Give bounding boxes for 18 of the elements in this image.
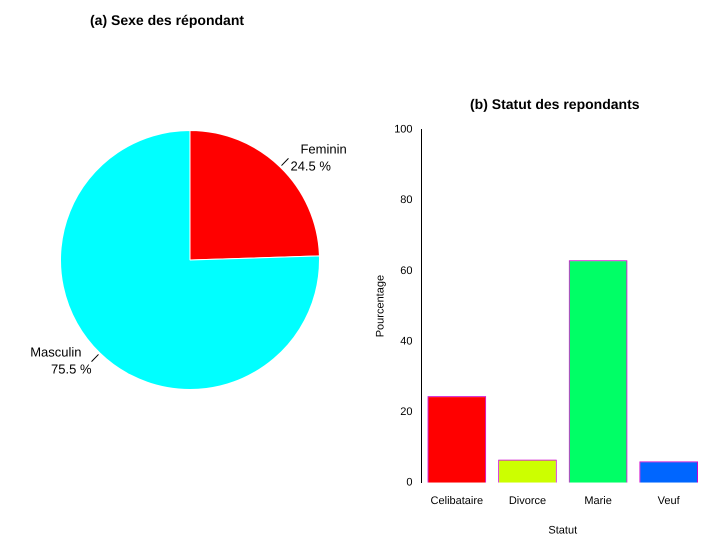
y-tick-label: 60	[400, 264, 413, 277]
y-axis-title: Pourcentage	[374, 274, 387, 338]
x-tick-label: Celibataire	[430, 495, 484, 508]
x-tick-label: Divorce	[508, 495, 546, 508]
slice-label: Feminin	[300, 141, 347, 156]
x-tick-label: Marie	[584, 495, 612, 508]
y-tick-label: 0	[406, 476, 413, 489]
y-tick-label: 100	[394, 124, 413, 136]
slice-label: Masculin	[30, 344, 82, 360]
y-tick-label: 80	[400, 194, 413, 206]
y-tick-label: 20	[400, 406, 413, 418]
chart-title: (b) Statut des repondants	[470, 96, 640, 112]
x-axis-title: Statut	[548, 524, 578, 536]
chart-title: (a) Sexe des répondant	[90, 12, 244, 28]
y-tick-label: 40	[400, 335, 413, 348]
data-label: 24.5 %	[290, 158, 332, 174]
data-label: 75.5 %	[51, 362, 92, 377]
x-tick-label: Veuf	[658, 495, 681, 508]
